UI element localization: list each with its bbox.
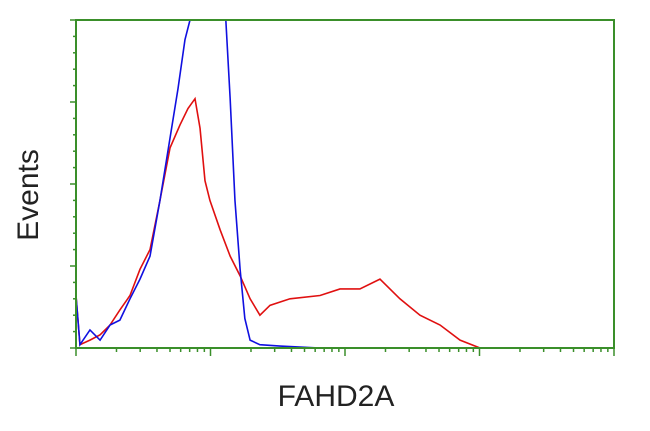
- histogram-curve: [76, 20, 321, 348]
- x-axis-label: FAHD2A: [278, 380, 395, 413]
- histogram-curve: [76, 96, 481, 348]
- plot-frame: [75, 19, 615, 349]
- y-axis-label: Events: [12, 149, 45, 241]
- plot-area: [76, 20, 481, 348]
